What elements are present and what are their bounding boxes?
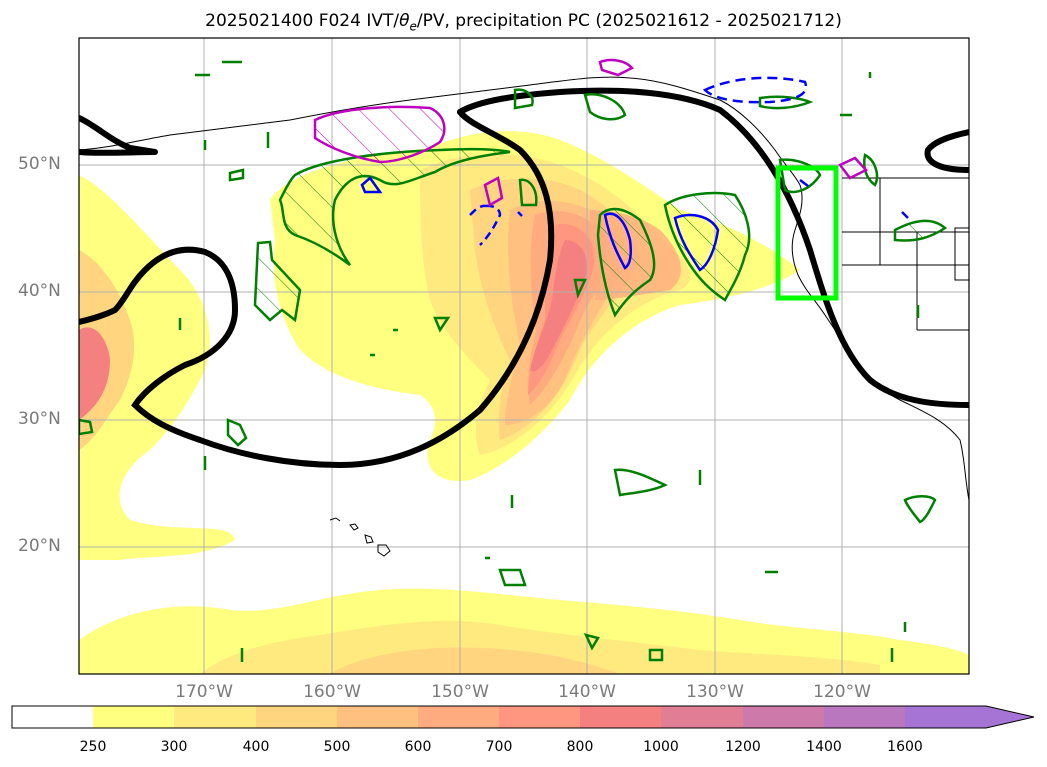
map-title: 2025021400 F024 IVT/θe/PV, precipitation… <box>205 11 842 34</box>
precip-magenta-large <box>313 105 446 164</box>
lat-label-20n: 20°N <box>18 536 61 556</box>
target-region-box <box>775 165 839 301</box>
colorbar-label: 1200 <box>725 739 761 755</box>
lon-label-170w: 170°W <box>175 682 233 702</box>
lon-label-140w: 140°W <box>558 682 616 702</box>
precip-contours-green <box>79 60 948 662</box>
lon-label-120w: 120°W <box>813 682 871 702</box>
precip-blue-central <box>603 212 633 270</box>
hawaii-islands <box>329 517 391 557</box>
colorbar-label: 1400 <box>806 739 842 755</box>
colorbar-extend-arrow <box>986 706 1034 728</box>
lat-label-30n: 30°N <box>18 409 61 429</box>
map-frame <box>78 37 970 675</box>
pv-contour-main <box>457 87 969 408</box>
precip-contours-magenta <box>313 58 869 207</box>
precip-green-sw <box>253 240 302 323</box>
colorbar-swatch <box>743 706 824 728</box>
precip-green-east <box>663 191 751 302</box>
colorbar-label: 1000 <box>643 739 679 755</box>
colorbar-label: 250 <box>79 739 107 755</box>
colorbar-swatch <box>905 706 986 728</box>
colorbar-swatch <box>824 706 905 728</box>
lat-label-50n: 50°N <box>18 154 61 174</box>
colorbar-swatch <box>580 706 661 728</box>
colorbar-label: 600 <box>404 739 432 755</box>
colorbar-swatch <box>499 706 580 728</box>
colorbar-label: 700 <box>485 739 513 755</box>
lon-label-160w: 160°W <box>303 682 361 702</box>
pv-contour-loop <box>79 109 555 469</box>
colorbar-swatch <box>256 706 337 728</box>
precip-green-large <box>278 147 511 267</box>
precip-contours-blue <box>360 76 909 272</box>
colorbar-swatch <box>337 706 418 728</box>
pv-contour-northwest <box>79 115 158 156</box>
colorbar-swatch <box>93 706 174 728</box>
colorbar-label: 300 <box>160 739 188 755</box>
pv-contour-east <box>924 129 969 173</box>
colorbar-swatch <box>174 706 256 728</box>
lon-label-150w: 150°W <box>431 682 489 702</box>
colorbar-label: 800 <box>566 739 594 755</box>
lon-label-130w: 130°W <box>686 682 744 702</box>
colorbar-swatch <box>661 706 743 728</box>
alaska-coast-line <box>79 76 801 186</box>
ivt-west-plume <box>79 175 235 560</box>
colorbar-swatch <box>418 706 499 728</box>
lat-label-40n: 40°N <box>18 281 61 301</box>
colorbar-label: 500 <box>323 739 351 755</box>
colorbar <box>11 705 1035 729</box>
precip-blue-east <box>673 213 720 272</box>
colorbar-label: 1600 <box>887 739 923 755</box>
colorbar-label: 400 <box>242 739 270 755</box>
pv-contours <box>79 87 969 469</box>
